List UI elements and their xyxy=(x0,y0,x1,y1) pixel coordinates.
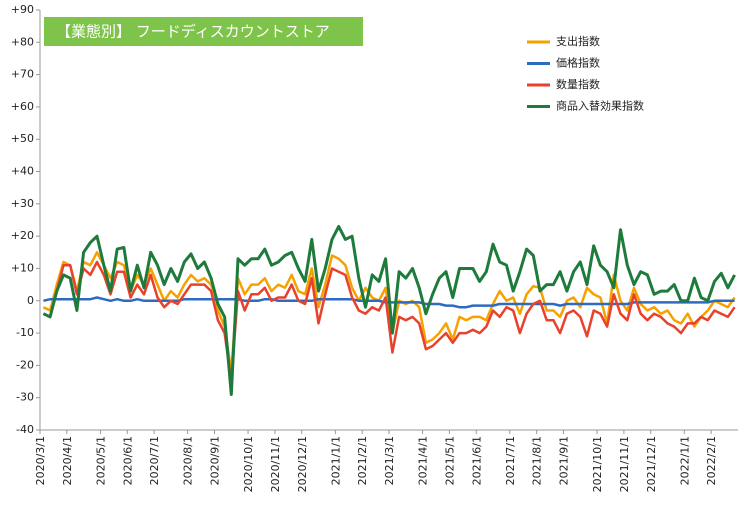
x-tick-label: 2021/3/1 xyxy=(383,436,396,485)
x-tick-label: 2020/11/1 xyxy=(269,436,282,492)
y-tick-label: +80 xyxy=(11,35,34,48)
x-tick-label: 2020/12/1 xyxy=(296,436,309,492)
legend-label: 数量指数 xyxy=(556,77,600,91)
series-line xyxy=(42,260,736,383)
title-box xyxy=(44,17,363,46)
chart-title: 【業態別】 フードディスカウントストア xyxy=(56,23,330,41)
x-tick-label: 2021/12/1 xyxy=(645,436,658,492)
x-tick-label: 2021/6/1 xyxy=(470,436,483,485)
x-tick-label: 2021/9/1 xyxy=(558,436,571,485)
x-tick-label: 2021/2/1 xyxy=(356,436,369,485)
x-tick-label: 2020/10/1 xyxy=(242,436,255,492)
y-tick-label: +90 xyxy=(11,3,34,16)
legend-label: 支出指数 xyxy=(556,34,600,48)
x-tick-label: 2022/2/1 xyxy=(705,436,718,485)
y-tick-label: -10 xyxy=(16,326,34,339)
x-tick-label: 2021/11/1 xyxy=(618,436,631,492)
y-tick-label: +30 xyxy=(11,197,34,210)
x-tick-label: 2020/4/1 xyxy=(61,436,74,485)
x-tick-label: 2020/6/1 xyxy=(121,436,134,485)
y-tick-label: -40 xyxy=(16,423,34,436)
y-tick-label: +20 xyxy=(11,229,34,242)
y-tick-label: -20 xyxy=(16,358,34,371)
x-tick-label: 2021/8/1 xyxy=(531,436,544,485)
x-tick-label: 2021/1/1 xyxy=(329,436,342,485)
y-tick-label: 0 xyxy=(27,294,34,307)
x-tick-label: 2020/5/1 xyxy=(94,436,107,485)
x-tick-label: 2021/7/1 xyxy=(504,436,517,485)
y-tick-label: +40 xyxy=(11,165,34,178)
x-tick-label: 2021/4/1 xyxy=(417,436,430,485)
x-tick-label: 2020/9/1 xyxy=(209,436,222,485)
y-tick-label: -30 xyxy=(16,391,34,404)
series-line xyxy=(42,225,736,396)
x-tick-label: 2020/7/1 xyxy=(148,436,161,485)
y-tick-label: +70 xyxy=(11,68,34,81)
y-tick-label: +60 xyxy=(11,100,34,113)
y-tick-label: +50 xyxy=(11,132,34,145)
x-tick-label: 2020/8/1 xyxy=(182,436,195,485)
x-tick-label: 2022/1/1 xyxy=(678,436,691,485)
legend-label: 価格指数 xyxy=(556,56,600,70)
y-tick-label: +10 xyxy=(11,261,34,274)
x-tick-label: 2021/10/1 xyxy=(591,436,604,492)
x-tick-label: 2020/3/1 xyxy=(34,436,47,485)
legend-label: 商品入替効果指数 xyxy=(556,99,644,113)
x-tick-label: 2021/5/1 xyxy=(443,436,456,485)
